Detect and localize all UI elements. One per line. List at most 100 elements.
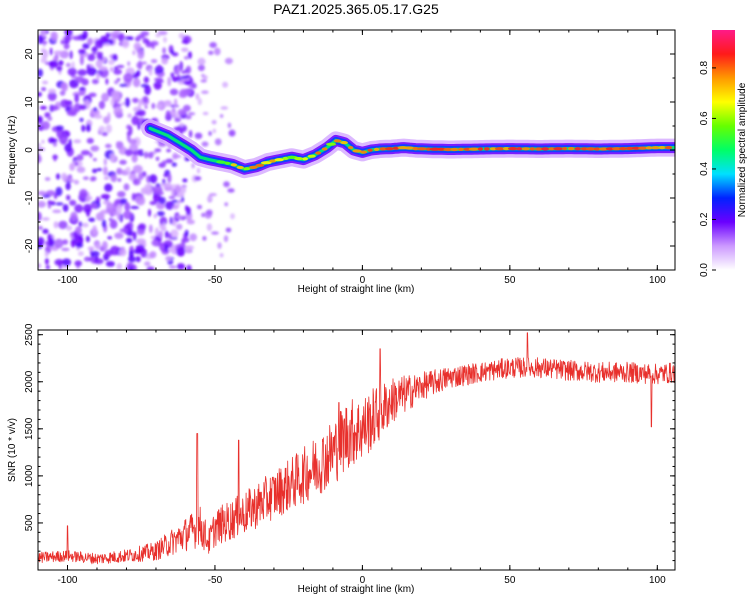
y-tick-label: 1500 xyxy=(24,417,35,440)
spectral-hotspot xyxy=(230,163,237,167)
spectral-hotspot xyxy=(516,147,523,151)
spectral-hotspot xyxy=(269,159,277,163)
y-tick-label: 0 xyxy=(24,147,35,153)
spectral-hotspot xyxy=(333,139,342,143)
colorbar-tick-label: 0.8 xyxy=(699,61,710,75)
spectral-hotspot xyxy=(645,146,653,150)
colorbar-tick-label: 0.0 xyxy=(699,263,710,277)
x-tick-label: -100 xyxy=(57,275,77,286)
spectral-hotspot xyxy=(507,147,518,151)
spectral-hotspot xyxy=(521,147,530,151)
x-tick-label: 100 xyxy=(649,275,666,286)
x-tick-label: -100 xyxy=(57,575,77,586)
spectral-hotspot xyxy=(664,146,673,150)
spectral-hotspot xyxy=(243,167,251,171)
spectral-hotspot xyxy=(352,149,362,153)
spectral-hotspot xyxy=(567,147,575,151)
spectral-hotspot xyxy=(385,147,394,151)
spectral-hotspot xyxy=(224,161,230,165)
snr-y-label: SNR (10 * v/v) xyxy=(7,418,18,482)
spectral-hotspot xyxy=(450,147,459,152)
y-tick-label: 10 xyxy=(24,96,35,108)
spectral-hotspot xyxy=(625,146,634,151)
y-tick-label: 2500 xyxy=(24,323,35,346)
spectral-hotspot xyxy=(274,158,284,162)
spectral-hotspot xyxy=(417,147,427,151)
spectrogram-x-label: Height of straight line (km) xyxy=(298,284,415,295)
spectral-hotspot xyxy=(255,163,265,167)
spectral-hotspot xyxy=(321,147,328,151)
spectral-hotspot xyxy=(553,147,564,151)
snr-plot-area xyxy=(38,332,675,565)
spectral-hotspot xyxy=(605,147,615,151)
spectral-hotspot xyxy=(307,154,316,158)
x-tick-label: 0 xyxy=(360,275,366,286)
spectral-hotspot xyxy=(412,147,419,151)
spectral-hotspot xyxy=(638,146,648,150)
spectral-hotspot xyxy=(483,147,490,151)
spectral-hotspot xyxy=(315,151,322,155)
x-tick-label: -50 xyxy=(208,575,223,586)
spectral-hotspot xyxy=(580,147,588,151)
spectral-hotspot xyxy=(611,147,622,151)
x-tick-label: 0 xyxy=(360,575,366,586)
spectral-hotspot xyxy=(216,160,226,164)
spectral-hotspot xyxy=(574,147,581,151)
spectral-hotspot xyxy=(443,147,453,152)
spectral-hotspot xyxy=(502,147,510,151)
spectral-hotspot xyxy=(548,147,555,151)
colorbar-label: Normalized spectral amplitude xyxy=(737,82,748,217)
spectral-hotspot xyxy=(249,165,258,169)
spectral-hotspot xyxy=(529,147,535,151)
x-tick-label: 50 xyxy=(504,575,516,586)
spectral-hotspot xyxy=(425,147,432,151)
snr-series-line xyxy=(38,332,675,565)
spectral-hotspot xyxy=(651,146,660,150)
spectral-hotspot xyxy=(585,147,596,151)
spectral-hotspot xyxy=(326,142,337,146)
spectrogram-blobs xyxy=(38,30,236,270)
snr-x-label: Height of straight line (km) xyxy=(298,584,415,595)
spectral-hotspot xyxy=(347,146,354,150)
colorbar-tick-label: 0.6 xyxy=(699,111,710,125)
spectral-hotspot xyxy=(340,141,348,145)
spectral-hotspot xyxy=(374,147,380,151)
spectral-hotspot xyxy=(494,147,505,151)
spectral-hotspot xyxy=(379,147,387,151)
spectral-hotspot xyxy=(477,147,484,151)
snr-panel: -100 -50 0 50 100 500 1000 1500 2000 2500 Height … xyxy=(7,323,676,595)
colorbar-tick-label: 0.4 xyxy=(699,162,710,176)
colorbar-tick-label: 0.2 xyxy=(699,212,710,226)
colorbar-ticks: 0.0 0.2 0.4 0.6 0.8 xyxy=(699,61,716,277)
chart-title: PAZ1.2025.365.05.17.G25 xyxy=(273,1,439,17)
spectral-hotspot xyxy=(534,147,543,151)
y-tick-label: 500 xyxy=(24,514,35,531)
spectral-hotspot xyxy=(260,161,272,165)
y-tick-label: 20 xyxy=(24,48,35,60)
y-tick-label: -10 xyxy=(24,190,35,205)
colorbar: 0.0 0.2 0.4 0.6 0.8 Normalized spectral ampl… xyxy=(699,30,748,277)
spectral-hotspot xyxy=(468,147,480,151)
y-tick-label: 2000 xyxy=(24,370,35,393)
spectral-hotspot xyxy=(294,157,304,161)
spectral-hotspot xyxy=(619,147,628,151)
spectral-hotspot xyxy=(403,146,415,150)
x-tick-label: -50 xyxy=(208,275,223,286)
spectral-hotspot xyxy=(541,147,550,151)
spectral-hotspot xyxy=(489,147,497,151)
snr-frame xyxy=(37,329,676,571)
spectral-hotspot xyxy=(360,150,368,154)
spectral-hotspot xyxy=(457,147,464,151)
colorbar-scale xyxy=(712,30,735,270)
spectral-hotspot xyxy=(236,165,244,170)
y-tick-label: -20 xyxy=(24,238,35,253)
spectral-hotspot xyxy=(593,147,601,151)
spectral-hotspot xyxy=(598,147,609,151)
spectral-hotspot xyxy=(658,146,666,150)
y-tick-label: 1000 xyxy=(24,464,35,487)
spectral-hotspot xyxy=(302,157,309,161)
x-tick-label: 50 xyxy=(504,275,516,286)
spectrogram-frame xyxy=(37,29,676,271)
